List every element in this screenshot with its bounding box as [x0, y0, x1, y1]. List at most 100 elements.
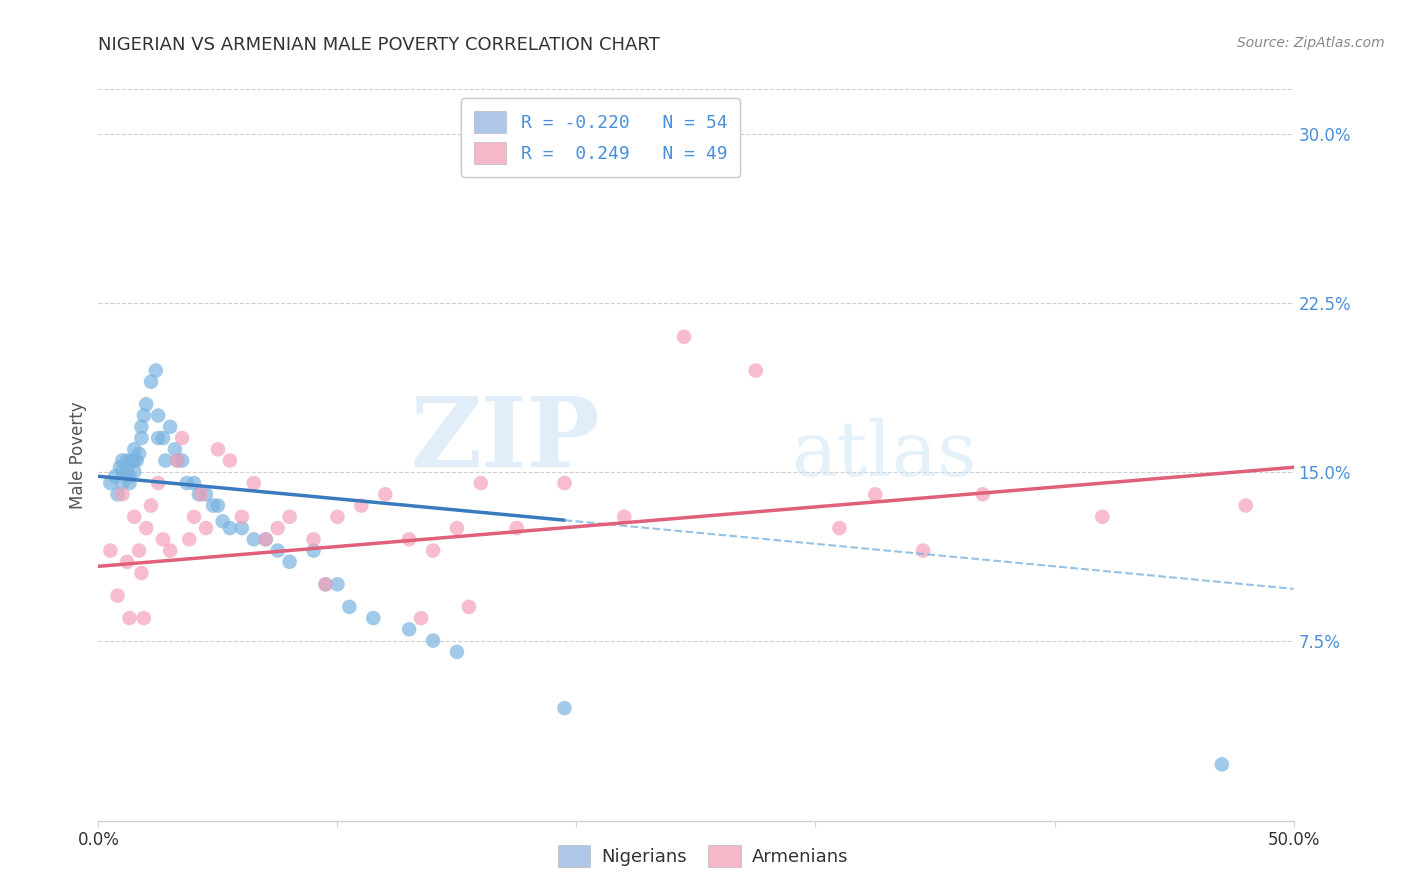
- Point: [128, 447, 150, 461]
- Point: [166, 453, 188, 467]
- Point: [98, 476, 122, 491]
- Point: [326, 577, 349, 591]
- Point: [145, 363, 167, 377]
- Point: [111, 465, 134, 479]
- Point: [554, 476, 576, 491]
- Point: [315, 577, 337, 591]
- Point: [458, 599, 481, 614]
- Point: [172, 431, 194, 445]
- Point: [124, 509, 146, 524]
- Point: [115, 453, 138, 467]
- Point: [398, 533, 420, 547]
- Point: [172, 453, 194, 467]
- Point: [118, 611, 141, 625]
- Point: [243, 533, 266, 547]
- Point: [398, 623, 420, 637]
- Point: [554, 701, 576, 715]
- Point: [446, 521, 468, 535]
- Point: [139, 375, 162, 389]
- Point: [107, 487, 129, 501]
- Point: [1211, 757, 1233, 772]
- Text: atlas: atlas: [792, 418, 977, 491]
- Legend: Nigerians, Armenians: Nigerians, Armenians: [551, 838, 855, 874]
- Point: [211, 514, 233, 528]
- Point: [125, 453, 148, 467]
- Point: [183, 476, 205, 491]
- Point: [422, 633, 444, 648]
- Point: [411, 611, 433, 625]
- Point: [124, 453, 146, 467]
- Point: [183, 509, 205, 524]
- Point: [108, 460, 131, 475]
- Point: [148, 431, 170, 445]
- Point: [326, 509, 349, 524]
- Point: [231, 521, 253, 535]
- Point: [470, 476, 492, 491]
- Point: [176, 476, 198, 491]
- Legend: R = -0.220   N = 54, R =  0.249   N = 49: R = -0.220 N = 54, R = 0.249 N = 49: [461, 98, 740, 177]
- Point: [135, 521, 157, 535]
- Point: [148, 409, 170, 423]
- Point: [139, 499, 162, 513]
- Point: [350, 499, 373, 513]
- Point: [107, 589, 129, 603]
- Point: [207, 442, 229, 457]
- Point: [673, 330, 696, 344]
- Point: [911, 543, 934, 558]
- Point: [152, 533, 174, 547]
- Point: [315, 577, 337, 591]
- Point: [278, 509, 301, 524]
- Point: [745, 363, 768, 377]
- Point: [828, 521, 851, 535]
- Point: [163, 442, 186, 457]
- Point: [302, 533, 325, 547]
- Point: [219, 521, 242, 535]
- Point: [104, 469, 127, 483]
- Point: [166, 453, 188, 467]
- Point: [374, 487, 396, 501]
- Point: [159, 419, 181, 434]
- Point: [446, 645, 468, 659]
- Point: [972, 487, 994, 501]
- Text: ZIP: ZIP: [411, 393, 600, 487]
- Point: [363, 611, 385, 625]
- Point: [302, 543, 325, 558]
- Point: [159, 543, 181, 558]
- Point: [254, 533, 277, 547]
- Point: [131, 419, 153, 434]
- Point: [863, 487, 887, 501]
- Point: [135, 397, 157, 411]
- Point: [194, 487, 218, 501]
- Point: [118, 469, 141, 483]
- Point: [115, 555, 138, 569]
- Point: [267, 521, 290, 535]
- Y-axis label: Male Poverty: Male Poverty: [69, 401, 87, 508]
- Point: [115, 465, 138, 479]
- Point: [194, 521, 218, 535]
- Point: [128, 543, 150, 558]
- Point: [422, 543, 444, 558]
- Point: [118, 476, 141, 491]
- Point: [267, 543, 290, 558]
- Point: [1234, 499, 1257, 513]
- Point: [190, 487, 212, 501]
- Point: [155, 453, 177, 467]
- Point: [231, 509, 253, 524]
- Point: [132, 409, 155, 423]
- Point: [278, 555, 301, 569]
- Point: [111, 487, 134, 501]
- Point: [111, 453, 134, 467]
- Point: [506, 521, 529, 535]
- Point: [219, 453, 242, 467]
- Point: [613, 509, 636, 524]
- Point: [124, 465, 146, 479]
- Point: [202, 499, 225, 513]
- Point: [98, 543, 122, 558]
- Point: [179, 533, 201, 547]
- Point: [124, 442, 146, 457]
- Text: NIGERIAN VS ARMENIAN MALE POVERTY CORRELATION CHART: NIGERIAN VS ARMENIAN MALE POVERTY CORREL…: [98, 36, 661, 54]
- Point: [243, 476, 266, 491]
- Point: [339, 599, 360, 614]
- Point: [152, 431, 174, 445]
- Point: [131, 431, 153, 445]
